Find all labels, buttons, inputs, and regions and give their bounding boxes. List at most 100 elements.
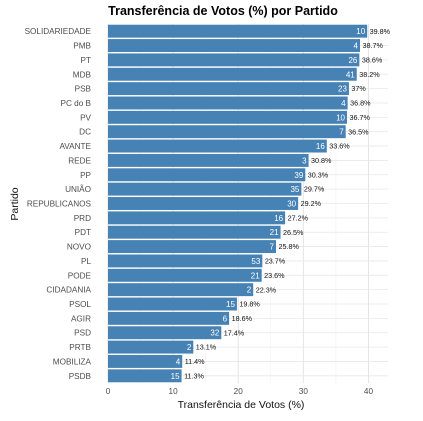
bar-count-label: 10 — [356, 27, 365, 36]
category-label: PC do B — [61, 99, 92, 108]
bar-value-label: 38.7% — [363, 41, 384, 50]
bar-value-label: 29.7% — [304, 185, 325, 194]
bar-value-label: 38.6% — [362, 56, 383, 65]
x-tick-label: 20 — [234, 387, 244, 396]
bar — [108, 39, 360, 53]
bar-value-label: 30.8% — [311, 156, 332, 165]
bar-value-label: 36.8% — [350, 99, 371, 108]
category-label: PP — [80, 171, 91, 180]
bar — [108, 211, 286, 225]
bar — [108, 254, 263, 268]
bar — [108, 67, 357, 81]
bar-value-label: 36.5% — [348, 127, 369, 136]
bar-count-label: 3 — [302, 156, 307, 165]
category-label: PSD — [74, 329, 91, 338]
bar — [108, 110, 347, 124]
bar-value-label: 11.3% — [184, 371, 204, 380]
category-label: PV — [80, 113, 91, 122]
category-label: PRD — [74, 214, 91, 223]
bar — [108, 297, 237, 311]
category-label: REPUBLICANOS — [27, 200, 92, 209]
bar-count-label: 4 — [341, 99, 346, 108]
bar-count-label: 2 — [187, 343, 192, 352]
x-axis-title: Transferência de Votos (%) — [178, 399, 305, 411]
bar — [108, 268, 262, 282]
x-tick-label: 10 — [169, 387, 179, 396]
category-label: REDE — [68, 156, 91, 165]
bar — [108, 369, 182, 383]
bar — [108, 283, 254, 297]
category-label: PSB — [75, 85, 92, 94]
bar-value-label: 23.6% — [264, 271, 285, 280]
bar-value-label: 17.4% — [224, 328, 245, 337]
bar-value-label: 26.5% — [283, 228, 304, 237]
bar-value-label: 39.8% — [370, 27, 391, 36]
bar-count-label: 35 — [290, 185, 299, 194]
category-label: MOBILIZA — [53, 357, 92, 366]
category-label: PT — [81, 56, 91, 65]
category-label: MDB — [73, 70, 92, 79]
bar-value-label: 36.7% — [349, 113, 370, 122]
bar-count-label: 30 — [287, 200, 296, 209]
bar-value-label: 25.8% — [279, 242, 300, 251]
x-tick-label: 0 — [106, 387, 111, 396]
category-label: PRTB — [69, 343, 91, 352]
category-label: AGIR — [71, 314, 91, 323]
bar-count-label: 6 — [223, 314, 228, 323]
x-tick-labels: 0 10 20 30 40 — [106, 387, 374, 396]
bar-value-label: 19.8% — [239, 300, 260, 309]
bar-count-label: 4 — [176, 357, 181, 366]
bar-count-label: 7 — [270, 243, 275, 252]
bar — [108, 53, 360, 67]
category-label: PSOL — [69, 300, 91, 309]
category-label: AVANTE — [59, 142, 91, 151]
bar-count-label: 7 — [339, 128, 344, 137]
category-label: UNIÃO — [65, 184, 91, 194]
bar-value-label: 11.4% — [185, 357, 205, 366]
bar-value-label: 27.2% — [288, 213, 309, 222]
bar-count-label: 21 — [251, 271, 260, 280]
bar — [108, 311, 230, 325]
bar — [108, 354, 183, 368]
category-label: PSDB — [69, 372, 92, 381]
bar-count-label: 41 — [346, 70, 355, 79]
bar-count-label: 15 — [226, 300, 235, 309]
y-axis-title: Partido — [9, 187, 21, 220]
bar-value-label: 23.7% — [265, 257, 286, 266]
bar — [108, 139, 327, 153]
bar — [108, 182, 302, 196]
bars: 10 39.8%4 38.7%26 38.6%41 38.2%23 37%4 36.8%10… — [108, 24, 391, 383]
bar-count-label: 10 — [336, 113, 345, 122]
bar-value-label: 37% — [351, 84, 366, 93]
x-tick-label: 30 — [299, 387, 309, 396]
bar-count-label: 16 — [274, 214, 283, 223]
bar — [108, 82, 349, 96]
x-tick-label: 40 — [364, 387, 374, 396]
bar-value-label: 33.6% — [329, 142, 350, 151]
bar — [108, 96, 348, 110]
bar-value-label: 29.2% — [301, 199, 322, 208]
bar-value-label: 13.1% — [196, 343, 217, 352]
bar — [108, 197, 299, 210]
category-labels: SOLIDARIEDADE PMB PT MDB PSB PC do B PV DC AVANT… — [25, 27, 92, 381]
bar-count-label: 23 — [338, 85, 347, 94]
bar-value-label: 30.3% — [308, 170, 329, 179]
bar — [108, 168, 306, 182]
category-label: PMB — [73, 42, 91, 51]
category-label: PL — [81, 257, 91, 266]
bar — [108, 240, 276, 254]
bar — [108, 153, 309, 167]
bar-count-label: 26 — [348, 56, 357, 65]
bar — [108, 326, 222, 340]
chart-title: Transferência de Votos (%) por Partido — [108, 4, 338, 18]
bar-count-label: 16 — [316, 142, 325, 151]
category-label: DC — [79, 128, 91, 137]
bar-count-label: 32 — [210, 329, 219, 338]
category-label: PODE — [68, 271, 92, 280]
bar-value-label: 18.6% — [232, 314, 253, 323]
bar — [108, 340, 194, 354]
bar — [108, 24, 368, 38]
bar-value-label: 38.2% — [359, 70, 380, 79]
bar-count-label: 15 — [171, 372, 180, 381]
